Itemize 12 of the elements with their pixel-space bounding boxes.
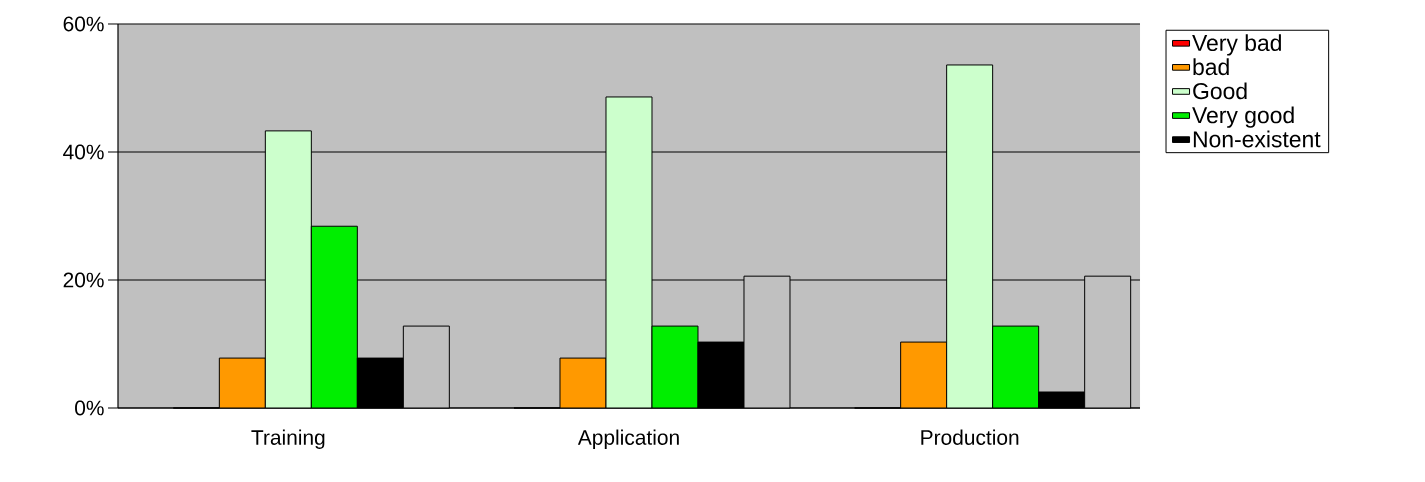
legend-label: bad [1193,58,1229,76]
legend-label: Good [1193,82,1247,100]
legend-label: Very good [1192,106,1294,128]
x-tick-label: Production [921,429,1019,445]
x-tick-label: Training [251,429,325,450]
x-tick-label: Application [577,429,679,450]
y-tick-label: 60% [63,16,104,32]
y-tick-label: 20% [63,272,104,288]
legend-label: Very bad [1192,34,1281,56]
y-tick-label: 0% [75,400,104,416]
y-tick-label: 40% [63,144,104,160]
legend-label: Non-existent [1193,130,1321,148]
